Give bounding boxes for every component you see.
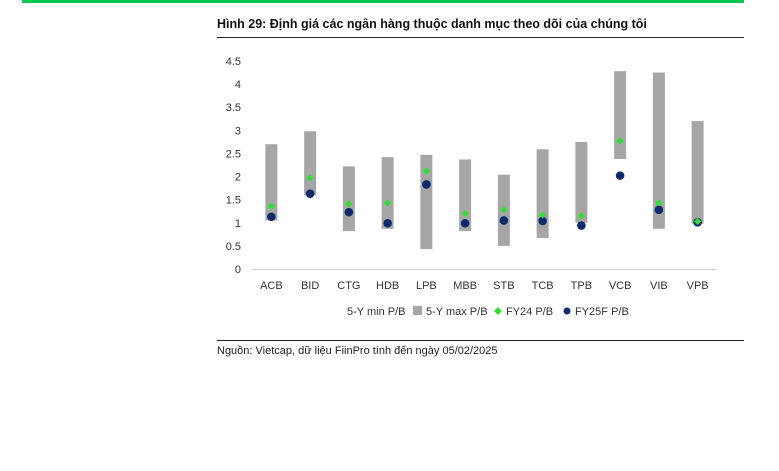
x-tick-label: ACB (260, 280, 283, 292)
fy25f-point (538, 216, 547, 226)
x-tick-label: LPB (416, 280, 437, 292)
fy25f-point (499, 216, 509, 225)
fy24-point (384, 199, 392, 207)
y-tick-label: 1.5 (226, 195, 241, 207)
y-tick-label: 4.5 (226, 56, 241, 68)
figure-title: Hình 29: Định giá các ngân hàng thuộc da… (217, 17, 647, 31)
x-tick-label: CTG (337, 280, 360, 292)
legend-label: FY24 P/B (506, 306, 553, 318)
y-tick-label: 4 (235, 79, 241, 91)
fy24-point (539, 211, 547, 219)
source-note: Nguồn: Vietcap, dữ liệu FiinPro tính đến… (217, 345, 498, 357)
fy25f-point (344, 207, 354, 217)
fy25f-point (460, 218, 470, 228)
x-tick-label: HDB (376, 280, 399, 292)
x-tick-label: BID (301, 280, 319, 292)
range-bar (265, 144, 278, 221)
range-bar (614, 71, 627, 159)
y-tick-label: 2.5 (226, 148, 241, 160)
fy25f-point (615, 171, 625, 180)
fy24-point (306, 174, 314, 182)
legend-marker-fy25f (563, 307, 571, 315)
range-bar (420, 154, 433, 250)
fy25f-point (577, 221, 586, 230)
range-bar (652, 72, 665, 229)
fy25f-point (383, 218, 392, 228)
x-tick-label: TCB (532, 280, 554, 292)
legend-label: FY25F P/B (575, 306, 629, 318)
range-bar (575, 141, 588, 223)
x-tick-label: VCB (609, 280, 632, 292)
fy25f-point (654, 205, 664, 215)
x-tick-label: MBB (453, 280, 477, 292)
fy25f-point (305, 189, 315, 198)
y-tick-label: 0.5 (226, 241, 241, 253)
x-tick-label: STB (493, 280, 514, 292)
title-rule (217, 37, 744, 38)
fy24-point (616, 137, 624, 145)
legend-label: 5-Y min P/B (347, 306, 406, 318)
legend-marker-fy24 (494, 307, 502, 315)
legend-marker-max (413, 306, 422, 315)
x-tick-label: VIB (650, 280, 668, 292)
fy24-point (694, 217, 702, 225)
range-bar (381, 157, 394, 229)
legend-label: 5-Y max P/B (426, 306, 488, 318)
y-tick-label: 1 (235, 218, 241, 230)
x-tick-label: TPB (571, 280, 592, 292)
fy24-point (577, 212, 585, 220)
fy24-point (461, 209, 469, 218)
top-accent-bar (22, 0, 744, 3)
fy24-point (267, 202, 275, 210)
source-rule (217, 340, 744, 341)
fy25f-point (267, 212, 276, 222)
range-bar (691, 121, 704, 224)
x-tick-label: VPB (687, 280, 709, 292)
y-tick-label: 3.5 (226, 102, 241, 114)
range-bar (536, 149, 549, 239)
fy25f-point (422, 180, 431, 189)
y-tick-label: 3 (235, 125, 241, 137)
fy24-point (422, 167, 430, 175)
range-bar (342, 166, 355, 232)
fy24-point (655, 199, 663, 207)
y-tick-label: 0 (235, 264, 241, 276)
y-tick-label: 2 (235, 172, 241, 184)
fy24-point (345, 200, 353, 208)
range-bar (304, 131, 317, 196)
fy24-point (500, 206, 508, 214)
valuation-chart: 0 0.5 1 1.5 2 2.5 3 3.5 4 4.5 ACB BID CTG HDB LPB MBB ST… (226, 56, 717, 318)
